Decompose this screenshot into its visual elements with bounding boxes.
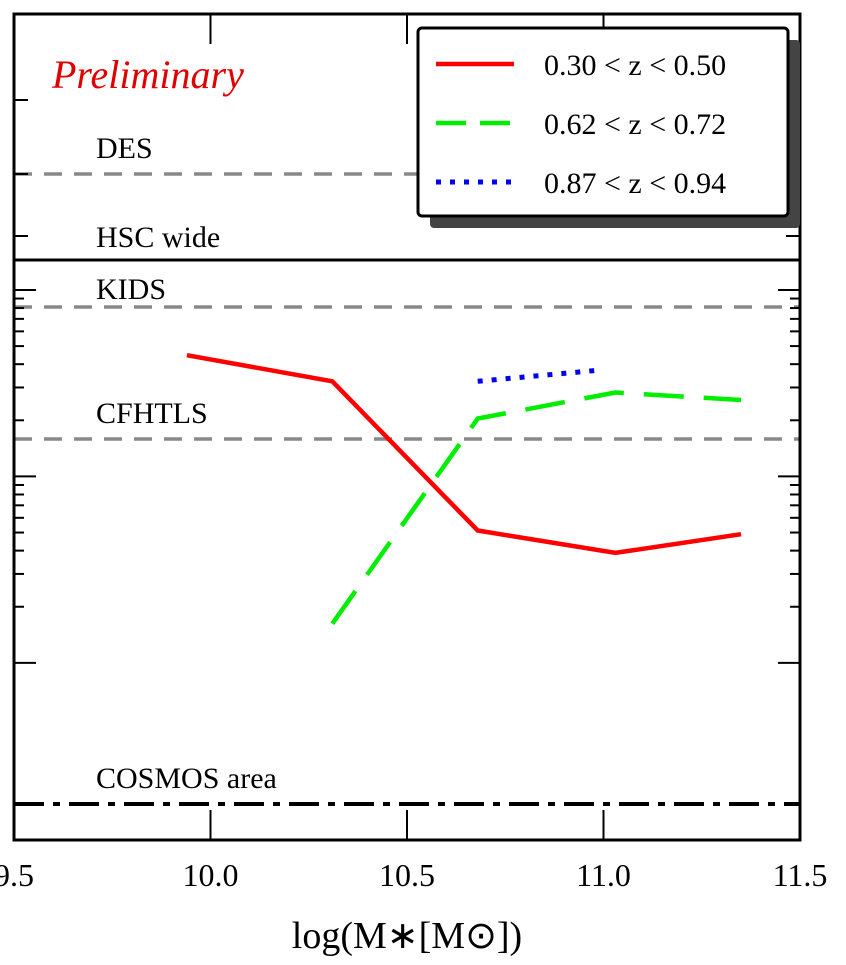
series-line-2 bbox=[330, 390, 742, 626]
preliminary-annotation: Preliminary bbox=[51, 52, 244, 97]
x-tick-label: 10.5 bbox=[379, 857, 435, 893]
legend: 0.30 < z < 0.50 0.62 < z < 0.72 0.87 < z <… bbox=[416, 26, 800, 228]
x-tick-label: 10.0 bbox=[183, 857, 239, 893]
reference-label-kids: KIDS bbox=[96, 273, 166, 306]
reference-label-hsc-wide: HSC wide bbox=[96, 221, 220, 254]
reference-label-des: DES bbox=[96, 132, 153, 165]
legend-label-3: 0.87 < z < 0.94 bbox=[544, 167, 726, 200]
series-line-3 bbox=[477, 367, 600, 384]
legend-label-2: 0.62 < z < 0.72 bbox=[544, 108, 726, 141]
x-tick-label: 9.5 bbox=[0, 857, 34, 893]
series-line-1 bbox=[186, 352, 742, 556]
x-tick-label: 11.5 bbox=[773, 857, 828, 893]
legend-label-1: 0.30 < z < 0.50 bbox=[544, 49, 726, 82]
reference-label-cosmos-area: COSMOS area bbox=[96, 762, 277, 795]
x-tick-label: 11.0 bbox=[576, 857, 631, 893]
x-axis-title: log(M∗[M⊙]) bbox=[292, 915, 522, 957]
reference-label-cfhtls: CFHTLS bbox=[96, 397, 208, 430]
